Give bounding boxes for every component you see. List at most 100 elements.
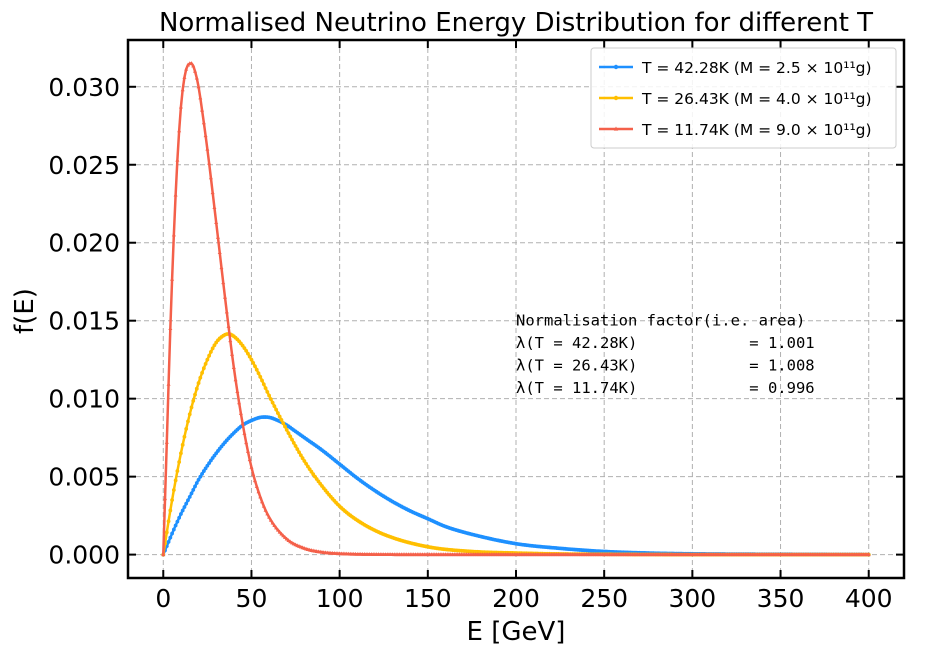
data-point: [260, 378, 264, 383]
ticks: 0 50 100 150 200 250 300 350 400 0.000 0.005 0.010 0…: [48, 40, 904, 613]
data-point: [194, 75, 199, 80]
data-point: [244, 440, 249, 445]
legend-entry: T = 11.74K (M = 9.0 × 10¹¹g): [599, 121, 872, 139]
data-point: [173, 478, 178, 483]
y-axis-label: f(E): [10, 288, 40, 334]
data-point: [189, 405, 194, 410]
data-point: [184, 66, 189, 71]
x-tick-label: 350: [757, 584, 805, 613]
data-point: [189, 61, 194, 65]
data-point: [200, 107, 205, 112]
data-point: [185, 62, 190, 67]
y-tick-label: 0.020: [48, 229, 120, 258]
data-point: [295, 447, 300, 452]
data-point: [210, 190, 215, 195]
x-tick-label: 50: [236, 584, 268, 613]
data-point: [196, 84, 201, 89]
y-tick-label: 0.000: [48, 541, 120, 570]
data-point: [866, 552, 871, 557]
data-point: [263, 507, 268, 512]
data-point: [168, 508, 173, 513]
data-point: [175, 519, 180, 524]
data-point: [224, 309, 229, 314]
data-point: [186, 419, 190, 424]
data-point: [249, 357, 254, 362]
x-tick-label: 0: [155, 584, 171, 613]
x-tick-label: 150: [404, 584, 452, 613]
data-point: [170, 531, 174, 536]
data-point: [198, 375, 203, 380]
data-point: [203, 133, 208, 138]
legend-label: T = 26.43K (M = 4.0 × 10¹¹g): [641, 90, 872, 108]
data-point: [254, 367, 259, 372]
y-tick-label: 0.010: [48, 385, 120, 414]
annotation: Normalisation factor(i.e. area) λ(T = 42.…: [516, 311, 815, 397]
data-point: [253, 364, 257, 369]
series-3: [161, 61, 871, 557]
data-point: [252, 478, 257, 483]
data-point: [208, 175, 213, 180]
data-point: [235, 389, 240, 394]
y-tick-label: 0.025: [48, 151, 120, 180]
series-line: [162, 415, 869, 556]
data-point: [215, 235, 220, 239]
data-point: [254, 484, 259, 488]
data-point: [267, 393, 271, 398]
data-point: [166, 519, 171, 524]
data-point: [297, 450, 301, 455]
data-point: [168, 326, 173, 330]
data-point: [182, 75, 187, 79]
data-point: [230, 352, 235, 356]
data-point: [207, 353, 212, 358]
annotation-line: Normalisation factor(i.e. area): [516, 311, 805, 329]
data-point: [267, 514, 272, 519]
data-point: [279, 531, 284, 536]
data-point: [272, 404, 277, 409]
data-point: [240, 421, 245, 426]
data-point: [177, 515, 182, 520]
data-point: [170, 276, 175, 281]
data-point: [275, 527, 280, 532]
data-point: [290, 437, 294, 442]
data-point: [203, 361, 208, 366]
legend-entry: T = 26.43K (M = 4.0 × 10¹¹g): [599, 90, 872, 108]
data-point: [175, 157, 180, 162]
data-point: [212, 205, 217, 210]
data-point: [281, 421, 286, 426]
data-point: [272, 523, 277, 527]
data-point: [282, 535, 287, 539]
data-point: [210, 346, 215, 351]
data-point: [245, 449, 250, 453]
chart-title: Normalised Neutrino Energy Distribution …: [159, 8, 873, 38]
data-point: [196, 477, 201, 482]
legend-box: [590, 47, 897, 149]
data-point: [281, 533, 286, 538]
data-point: [208, 350, 213, 354]
data-point: [231, 365, 236, 369]
data-point: [178, 104, 183, 109]
legend-label: T = 42.28K (M = 2.5 × 10¹¹g): [641, 59, 872, 77]
data-point: [233, 377, 238, 382]
annotation-line: λ(T = 11.74K) = 0.996: [516, 379, 815, 397]
data-point: [268, 517, 273, 522]
data-point: [194, 386, 199, 391]
data-point: [207, 160, 212, 165]
data-point: [182, 434, 187, 439]
data-point: [212, 343, 217, 348]
data-point: [247, 354, 252, 359]
data-point: [187, 495, 192, 499]
legend: T = 42.28K (M = 2.5 × 10¹¹g) T = 26.43K (…: [590, 47, 897, 149]
data-point: [179, 512, 183, 516]
data-point: [265, 511, 270, 516]
data-point: [196, 381, 201, 385]
data-point: [258, 374, 263, 379]
data-point: [277, 529, 282, 534]
legend-marker: [613, 95, 619, 101]
legend-marker: [613, 64, 619, 70]
data-point: [193, 68, 198, 73]
data-point: [175, 469, 180, 473]
data-point: [228, 338, 233, 343]
data-point: [173, 523, 178, 528]
y-tick-label: 0.015: [48, 307, 120, 336]
x-tick-label: 250: [580, 584, 628, 613]
